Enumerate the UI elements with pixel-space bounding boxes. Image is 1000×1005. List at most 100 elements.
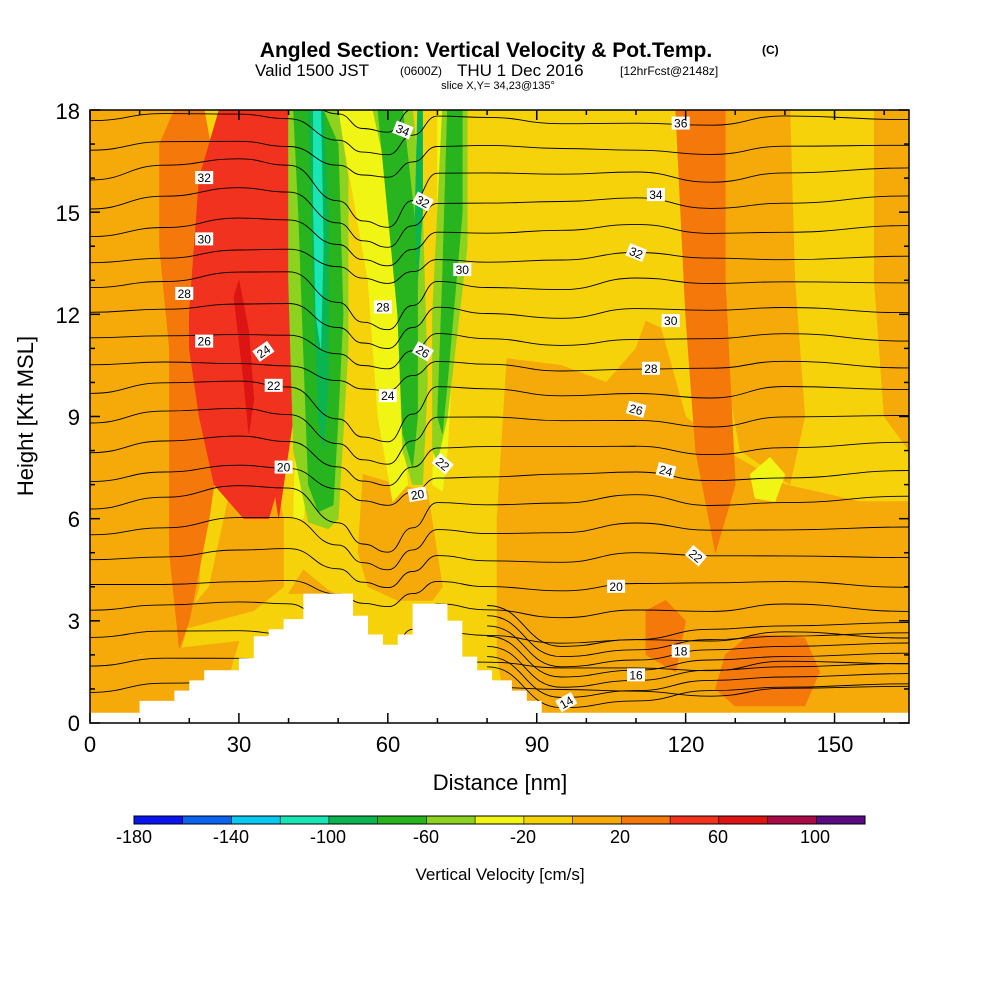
contour-label-box bbox=[175, 286, 194, 300]
contour-label-box bbox=[411, 191, 434, 212]
colorbar-swatch bbox=[621, 816, 671, 824]
theta-contour bbox=[90, 271, 909, 331]
contour-label: 32 bbox=[625, 243, 647, 262]
theta-contour bbox=[90, 517, 909, 571]
contour-label-box bbox=[411, 341, 434, 362]
contour-label-text: 20 bbox=[277, 461, 291, 475]
contour-label-text: 34 bbox=[394, 121, 412, 139]
contour-label-text: 24 bbox=[658, 463, 675, 480]
colorbar-label: -180 bbox=[116, 827, 152, 847]
contour-label: 20 bbox=[607, 579, 626, 594]
contour-label-box bbox=[453, 263, 472, 277]
axis-ticks bbox=[89, 109, 909, 724]
contour-label-text: 30 bbox=[198, 232, 212, 246]
contour-label: 36 bbox=[671, 116, 690, 131]
colorbar bbox=[133, 815, 866, 825]
x-tick-label: 0 bbox=[84, 732, 96, 757]
theta-contour bbox=[487, 645, 909, 688]
contour-label-text: 28 bbox=[178, 287, 192, 301]
contour-label-text: 26 bbox=[198, 335, 212, 349]
colorbar-label: 60 bbox=[708, 827, 728, 847]
colorbar-swatch bbox=[134, 816, 184, 824]
valid-prefix: Valid 1500 JST bbox=[255, 61, 369, 80]
contour-label-box bbox=[661, 314, 680, 328]
contour-label-box bbox=[625, 243, 647, 262]
contour-label-box bbox=[264, 378, 283, 392]
x-axis-label: Distance [nm] bbox=[433, 770, 568, 795]
contour-label-text: 32 bbox=[198, 171, 212, 185]
colorbar-label: -60 bbox=[413, 827, 439, 847]
contour-label-box bbox=[392, 120, 414, 140]
colorbar-label: -20 bbox=[510, 827, 536, 847]
contour-label-box bbox=[195, 171, 214, 185]
theta-contour bbox=[487, 635, 909, 678]
contour-label-text: 30 bbox=[456, 263, 470, 277]
theta-contour bbox=[90, 360, 909, 392]
colorbar-label: 20 bbox=[610, 827, 630, 847]
contour-label-text: 18 bbox=[674, 645, 688, 659]
contour-label-text: 26 bbox=[628, 401, 645, 418]
y-tick-label: 15 bbox=[56, 201, 80, 226]
theta-contour bbox=[487, 656, 909, 698]
colorbar-label: 100 bbox=[800, 827, 830, 847]
forecast-label: [12hrFcst@2148z] bbox=[620, 64, 718, 78]
colorbar-swatch bbox=[182, 816, 232, 824]
contour-label: 16 bbox=[627, 668, 645, 682]
contour-label-box bbox=[252, 340, 275, 362]
contour-label: 34 bbox=[392, 120, 414, 140]
colorbar-swatch bbox=[572, 816, 622, 824]
colorbar-swatch bbox=[280, 816, 330, 824]
contour-label-box bbox=[607, 579, 626, 593]
colorbar-swatch bbox=[816, 816, 866, 824]
contour-label: 32 bbox=[411, 191, 434, 212]
contour-label: 14 bbox=[555, 692, 578, 713]
theta-contour bbox=[487, 605, 909, 647]
colorbar-swatch bbox=[767, 816, 817, 824]
y-tick-label: 3 bbox=[68, 609, 80, 634]
contour-label: 26 bbox=[195, 334, 214, 349]
theta-contour bbox=[90, 485, 909, 553]
theta-contour bbox=[90, 548, 909, 589]
contour-label-box bbox=[671, 644, 690, 658]
colorbar-swatch bbox=[231, 816, 281, 824]
terrain bbox=[90, 593, 909, 723]
valid-utc: (0600Z) bbox=[400, 64, 442, 78]
contour-label: 22 bbox=[264, 378, 283, 393]
contour-label-text: 20 bbox=[609, 580, 623, 594]
theta-contour bbox=[90, 435, 909, 487]
colorbar-title: Vertical Velocity [cm/s] bbox=[415, 865, 584, 884]
y-tick-label: 6 bbox=[68, 507, 80, 532]
contour-label-text: 14 bbox=[557, 693, 576, 712]
colorbar-swatch bbox=[523, 816, 573, 824]
contour-label-box bbox=[625, 400, 647, 418]
contour-label-box bbox=[555, 692, 578, 713]
colorbar-swatch bbox=[670, 816, 720, 824]
contour-label-box bbox=[195, 232, 214, 246]
contour-label-text: 24 bbox=[381, 389, 395, 403]
y-tick-label: 12 bbox=[56, 303, 80, 328]
contour-label: 28 bbox=[373, 300, 392, 315]
contour-label: 20 bbox=[407, 486, 428, 503]
colorbar-swatch bbox=[426, 816, 476, 824]
theta-contour bbox=[90, 579, 909, 608]
velocity-region bbox=[437, 110, 463, 434]
contour-label: 28 bbox=[175, 286, 194, 301]
contour-label-text: 32 bbox=[413, 193, 432, 212]
y-axis-label: Height [Kft MSL] bbox=[13, 336, 38, 496]
contour-label: 30 bbox=[195, 232, 214, 246]
contour-label-text: 28 bbox=[376, 301, 390, 315]
x-tick-label: 150 bbox=[817, 732, 854, 757]
plot-area: 34 36 32 32 34 30 32 30 28 28 30 26 24 26 28 22 24 26 22 20… bbox=[90, 110, 909, 723]
x-tick-label: 30 bbox=[227, 732, 251, 757]
contour-labels: 34 36 32 32 34 30 32 30 28 28 30 26 24 26 28 22 24 26 22 20… bbox=[175, 116, 707, 713]
valid-date: THU 1 Dec 2016 bbox=[457, 61, 584, 80]
contour-label-text: 26 bbox=[413, 342, 432, 361]
colorbar-label: -100 bbox=[310, 827, 346, 847]
theta-contour bbox=[90, 248, 909, 284]
theta-contour bbox=[90, 140, 909, 178]
contour-label-box bbox=[641, 361, 660, 375]
x-tick-label: 60 bbox=[376, 732, 400, 757]
contour-label-text: 30 bbox=[664, 314, 678, 328]
colorbar-swatch bbox=[377, 816, 427, 824]
contour-label: 24 bbox=[252, 340, 275, 362]
